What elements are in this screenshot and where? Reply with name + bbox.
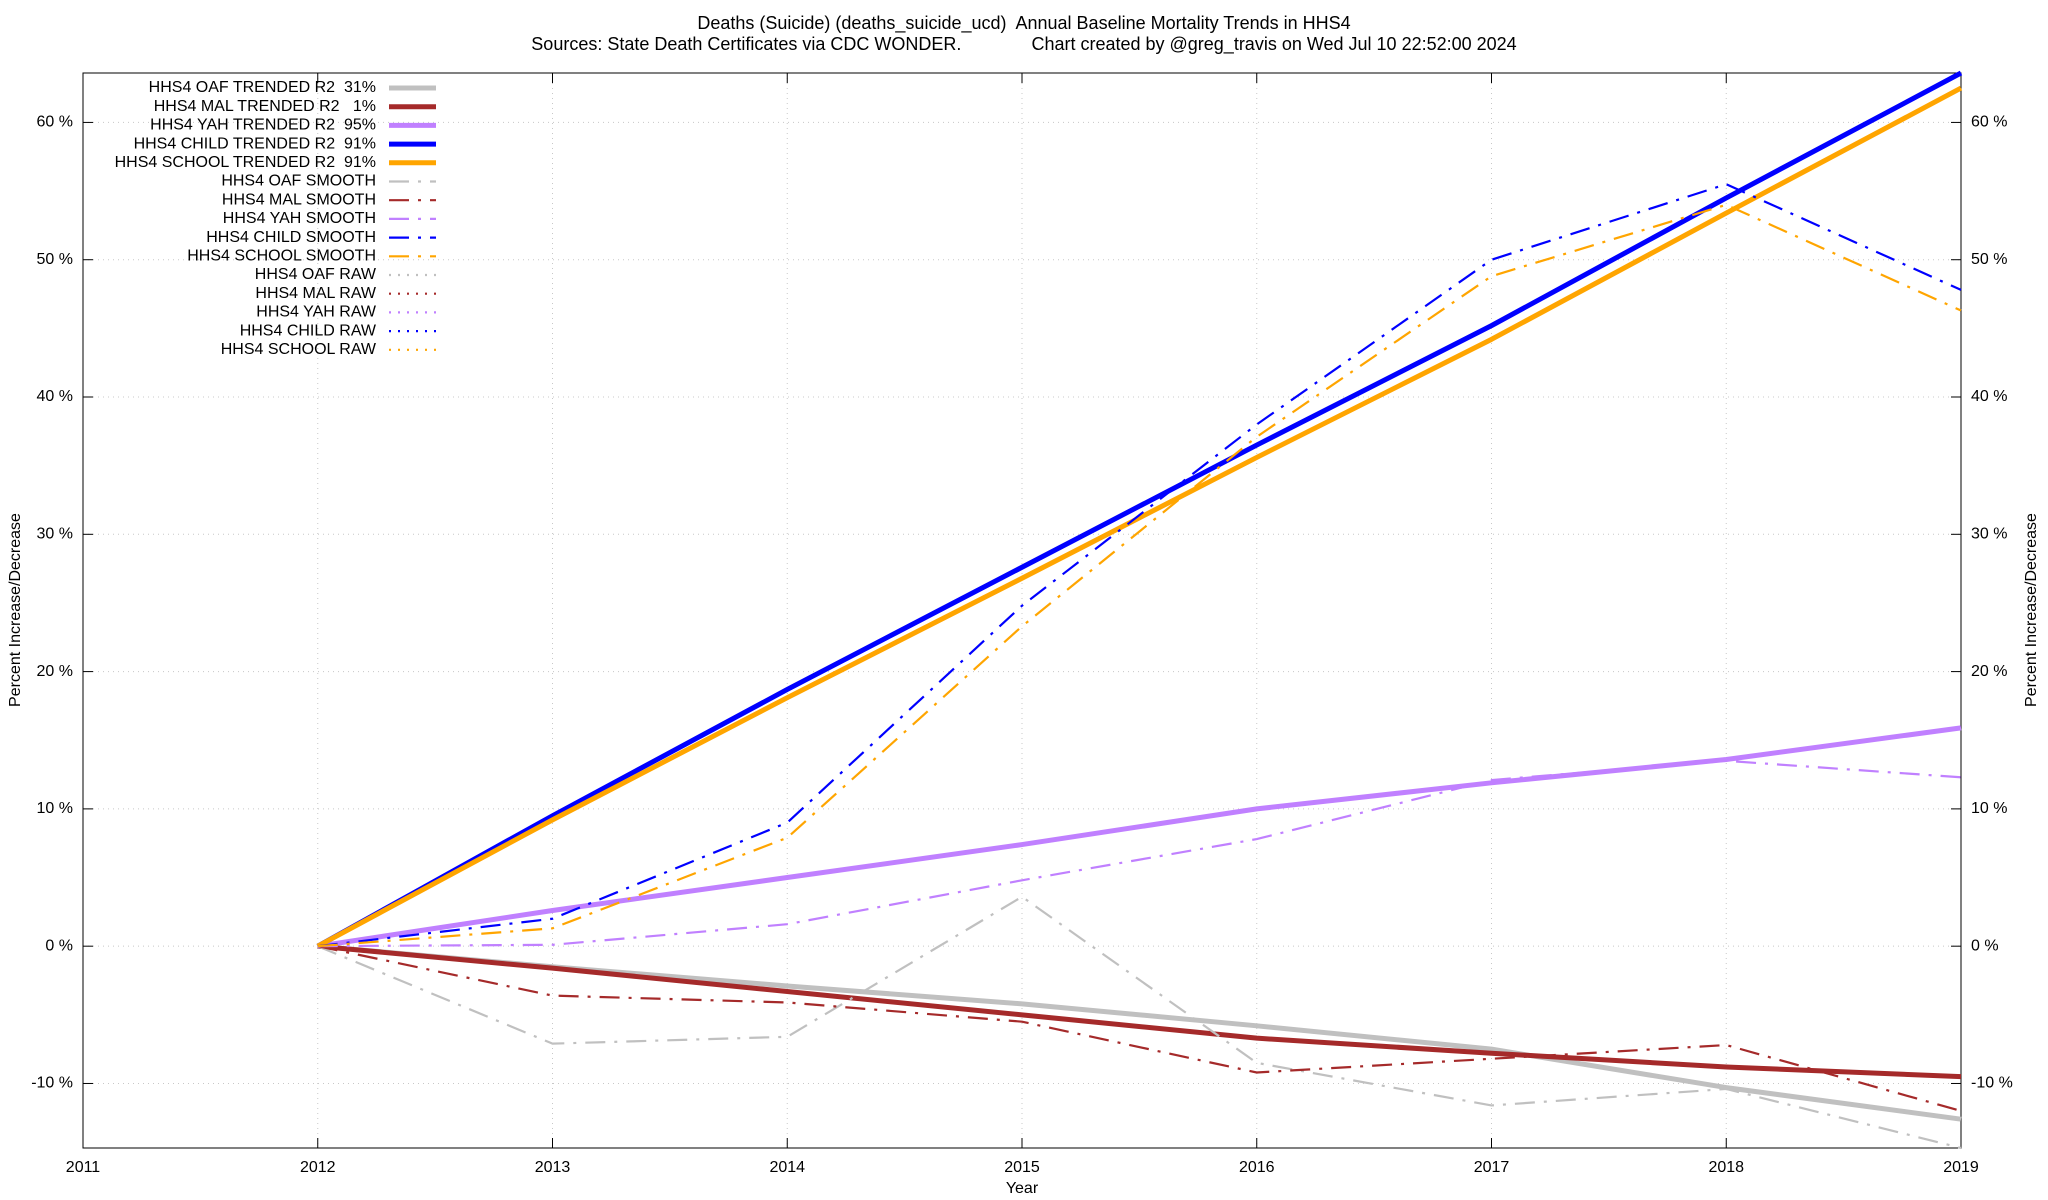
- legend-label: HHS4 YAH RAW: [256, 304, 377, 321]
- legend-label: HHS4 MAL SMOOTH: [222, 191, 376, 208]
- chart-title: Deaths (Suicide) (deaths_suicide_ucd) An…: [697, 13, 1350, 34]
- y2-tick-label: 40 %: [1971, 388, 2007, 405]
- legend-label: HHS4 MAL TRENDED R2 1%: [154, 98, 376, 115]
- legend-label: HHS4 YAH TRENDED R2 95%: [150, 117, 376, 134]
- y2-tick-label: 50 %: [1971, 251, 2007, 268]
- legend-label: HHS4 YAH SMOOTH: [223, 210, 376, 227]
- x-tick-label: 2014: [769, 1159, 805, 1176]
- y2-tick-label: -10 %: [1971, 1075, 2013, 1092]
- x-tick-label: 2011: [66, 1159, 101, 1176]
- legend-label: HHS4 CHILD RAW: [240, 322, 377, 339]
- legend-label: HHS4 MAL RAW: [255, 285, 377, 302]
- y2-tick-label: 0 %: [1971, 937, 1999, 954]
- x-tick-label: 2019: [1943, 1159, 1979, 1176]
- y-tick-label: 40 %: [37, 388, 73, 405]
- series-line: [317, 725, 1962, 949]
- legend-label: HHS4 OAF SMOOTH: [221, 173, 376, 190]
- y2-tick-label: 30 %: [1971, 526, 2007, 543]
- y-tick-label: 50 %: [37, 251, 73, 268]
- y-tick-label: 10 %: [37, 800, 73, 817]
- legend-label: HHS4 OAF RAW: [255, 266, 377, 283]
- series-line: [317, 183, 1962, 948]
- x-tick-label: 2016: [1239, 1159, 1275, 1176]
- series-line: [317, 759, 1962, 948]
- x-tick-label: 2013: [535, 1159, 571, 1176]
- plot-frame: [82, 72, 1962, 1149]
- series-line: [317, 203, 1962, 948]
- y2-axis-label: Percent Increase/Decrease: [2023, 513, 2040, 707]
- chart-subtitle: Sources: State Death Certificates via CD…: [531, 34, 1516, 55]
- x-tick-label: 2017: [1474, 1159, 1510, 1176]
- y-tick-label: 20 %: [37, 663, 73, 680]
- x-tick-label: 2018: [1708, 1159, 1744, 1176]
- y-tick-label: 30 %: [37, 526, 73, 543]
- series-line: [316, 70, 1963, 949]
- y-tick-label: -10 %: [31, 1075, 73, 1092]
- x-tick-label: 2015: [1004, 1159, 1040, 1176]
- y-axis-label: Percent Increase/Decrease: [7, 513, 24, 707]
- legend-label: HHS4 SCHOOL TRENDED R2 91%: [115, 154, 376, 171]
- y2-tick-label: 20 %: [1971, 663, 2007, 680]
- legend-label: HHS4 SCHOOL RAW: [221, 341, 377, 358]
- y-tick-label: 0 %: [45, 937, 73, 954]
- x-tick-label: 2012: [300, 1159, 336, 1176]
- legend-label: HHS4 OAF TRENDED R2 31%: [149, 79, 376, 96]
- legend-label: HHS4 CHILD TRENDED R2 91%: [134, 135, 376, 152]
- series-line: [317, 945, 1962, 1112]
- series-line: [317, 895, 1962, 1150]
- y2-tick-label: 10 %: [1971, 800, 2007, 817]
- y2-tick-label: 60 %: [1971, 114, 2007, 131]
- series-line: [317, 943, 1962, 1080]
- y-tick-label: 60 %: [37, 114, 73, 131]
- x-axis-label: Year: [1006, 1180, 1039, 1197]
- series-line: [316, 85, 1963, 949]
- series-line: [317, 943, 1962, 1122]
- legend-label: HHS4 CHILD SMOOTH: [206, 229, 376, 246]
- legend-label: HHS4 SCHOOL SMOOTH: [187, 248, 376, 265]
